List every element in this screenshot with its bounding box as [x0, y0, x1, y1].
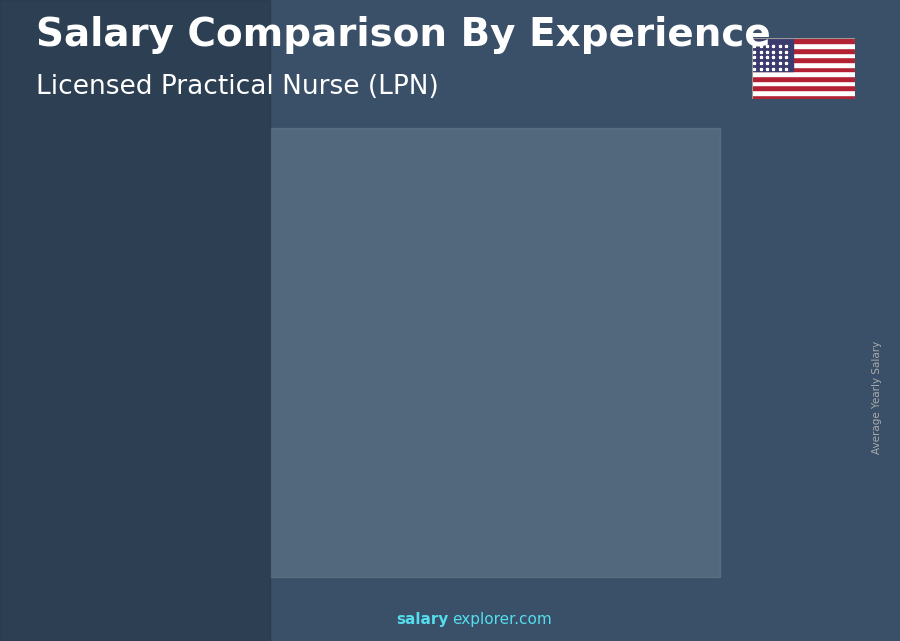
Polygon shape	[450, 354, 538, 356]
Text: < 2 Years: < 2 Years	[66, 578, 147, 592]
Bar	[752, 38, 793, 71]
Bar	[752, 57, 855, 62]
Bar	[194, 441, 274, 564]
Text: 2 to 5: 2 to 5	[209, 578, 259, 592]
Text: +38%: +38%	[274, 347, 332, 365]
Polygon shape	[706, 325, 794, 326]
Bar	[752, 81, 855, 85]
Bar	[0, 0, 270, 641]
Bar	[752, 76, 855, 81]
Bar	[578, 339, 657, 564]
Text: 108,000 USD: 108,000 USD	[581, 324, 658, 337]
Bar	[67, 469, 146, 564]
Bar	[752, 95, 855, 99]
Bar	[752, 48, 855, 53]
Text: salary: salary	[396, 612, 448, 627]
Bar	[450, 354, 529, 564]
Bar	[752, 85, 855, 90]
Text: 81,500 USD: 81,500 USD	[326, 379, 395, 392]
Text: +29%: +29%	[146, 399, 204, 417]
Bar	[752, 90, 855, 95]
Bar	[752, 53, 855, 57]
Text: 5 to 10: 5 to 10	[332, 578, 392, 592]
Text: 46,000 USD: 46,000 USD	[70, 453, 140, 465]
Bar	[706, 325, 785, 564]
Polygon shape	[194, 441, 284, 442]
Text: Salary Comparison By Experience: Salary Comparison By Experience	[36, 16, 770, 54]
Bar	[274, 441, 284, 564]
Text: 15 to 20: 15 to 20	[582, 578, 652, 592]
Text: 10 to 15: 10 to 15	[454, 578, 525, 592]
Text: +24%: +24%	[401, 300, 459, 318]
Bar	[146, 469, 156, 564]
Bar	[752, 43, 855, 48]
Text: Licensed Practical Nurse (LPN): Licensed Practical Nurse (LPN)	[36, 74, 439, 100]
Bar	[752, 67, 855, 71]
Text: 59,100 USD: 59,100 USD	[198, 425, 268, 438]
Bar	[785, 325, 794, 564]
Text: +7%: +7%	[663, 259, 708, 277]
Bar	[657, 339, 666, 564]
Text: 115,000 USD: 115,000 USD	[709, 309, 787, 322]
Polygon shape	[578, 339, 666, 341]
Polygon shape	[322, 394, 410, 395]
Text: Average Yearly Salary: Average Yearly Salary	[872, 341, 883, 454]
Bar	[752, 38, 855, 43]
Bar	[529, 354, 538, 564]
Bar	[401, 394, 410, 564]
Bar	[752, 71, 855, 76]
Bar	[752, 62, 855, 67]
Bar	[270, 128, 720, 577]
Text: explorer.com: explorer.com	[452, 612, 552, 627]
Text: +7%: +7%	[536, 279, 580, 297]
Text: 20+ Years: 20+ Years	[702, 578, 788, 592]
Bar	[322, 394, 401, 564]
Text: 101,000 USD: 101,000 USD	[454, 338, 531, 351]
